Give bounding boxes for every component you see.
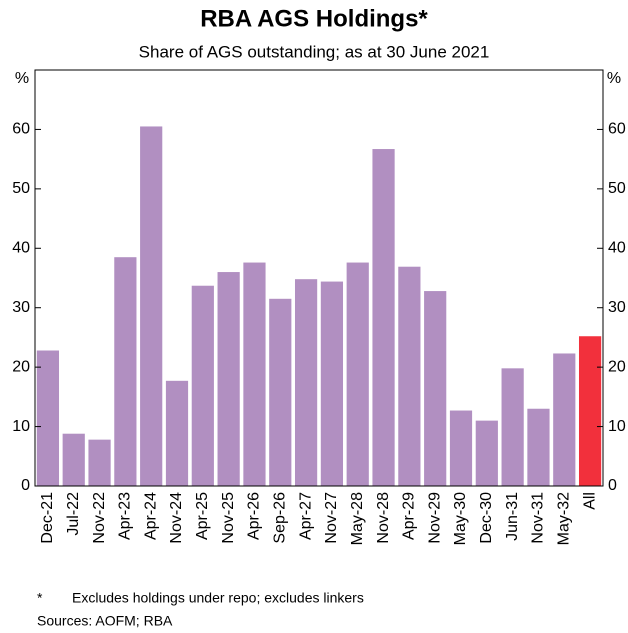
sources: Sources: AOFM; RBA bbox=[37, 613, 173, 629]
bar bbox=[36, 350, 60, 486]
bar bbox=[578, 336, 602, 486]
x-tick-label: Apr-29 bbox=[401, 492, 418, 540]
bar bbox=[449, 410, 473, 486]
bar bbox=[140, 126, 163, 486]
y-tick-label-right: 20 bbox=[608, 358, 626, 375]
x-tick-label: Dec-21 bbox=[39, 492, 56, 544]
x-tick-label: Jun-31 bbox=[504, 492, 521, 541]
y-unit-left: % bbox=[15, 70, 29, 87]
y-tick-label-right: 60 bbox=[608, 121, 626, 138]
y-tick-label: 40 bbox=[12, 240, 30, 257]
y-tick-label-right: 0 bbox=[608, 477, 617, 494]
chart-subtitle: Share of AGS outstanding; as at 30 June … bbox=[139, 42, 490, 61]
x-tick-label: Nov-22 bbox=[91, 492, 108, 544]
y-tick-label: 50 bbox=[12, 180, 30, 197]
x-tick-label: May-28 bbox=[349, 492, 366, 545]
x-tick-label: Nov-31 bbox=[530, 492, 547, 544]
y-tick-label-right: 50 bbox=[608, 180, 626, 197]
y-tick-label: 0 bbox=[21, 477, 30, 494]
bar bbox=[398, 266, 421, 486]
bar bbox=[553, 353, 576, 486]
bar bbox=[62, 433, 85, 486]
bar bbox=[191, 285, 214, 486]
y-tick-label-right: 10 bbox=[608, 418, 626, 435]
x-tick-label: Apr-24 bbox=[142, 492, 159, 540]
bar bbox=[527, 408, 550, 486]
x-tick-label: Nov-28 bbox=[375, 492, 392, 544]
bar bbox=[88, 439, 111, 486]
bar bbox=[217, 272, 240, 486]
x-tick-label: Jul-22 bbox=[65, 492, 82, 536]
bar bbox=[475, 420, 498, 486]
bar bbox=[269, 298, 292, 486]
footnote-marker: * bbox=[37, 590, 43, 606]
bar bbox=[320, 281, 344, 486]
bar bbox=[294, 279, 318, 486]
x-tick-label: Dec-30 bbox=[478, 492, 495, 544]
x-tick-label: Nov-24 bbox=[168, 492, 185, 544]
bar bbox=[346, 262, 369, 486]
x-tick-label: May-32 bbox=[555, 492, 572, 545]
x-tick-label: Sep-26 bbox=[271, 492, 288, 544]
x-tick-label: Nov-29 bbox=[426, 492, 443, 544]
x-tick-label: Apr-23 bbox=[117, 492, 134, 540]
bar bbox=[165, 380, 189, 486]
y-tick-label: 20 bbox=[12, 358, 30, 375]
x-tick-label: Nov-27 bbox=[323, 492, 340, 544]
bar bbox=[372, 149, 395, 487]
bar bbox=[501, 368, 524, 486]
y-tick-label: 30 bbox=[12, 299, 30, 316]
y-unit-right: % bbox=[607, 70, 621, 87]
x-tick-label: All bbox=[581, 492, 598, 510]
footnote: Excludes holdings under repo; excludes l… bbox=[72, 590, 364, 606]
y-tick-label: 60 bbox=[12, 121, 30, 138]
x-tick-label: May-30 bbox=[452, 492, 469, 545]
x-tick-label: Nov-25 bbox=[220, 492, 237, 544]
y-tick-label: 10 bbox=[12, 418, 30, 435]
x-tick-label: Apr-26 bbox=[246, 492, 263, 540]
bar bbox=[114, 257, 137, 486]
x-tick-label: Apr-27 bbox=[297, 492, 314, 540]
y-tick-label-right: 30 bbox=[608, 299, 626, 316]
bar bbox=[243, 262, 266, 486]
y-tick-label-right: 40 bbox=[608, 240, 626, 257]
x-tick-label: Apr-25 bbox=[194, 492, 211, 540]
bar bbox=[424, 291, 447, 486]
chart-title: RBA AGS Holdings* bbox=[200, 5, 428, 32]
